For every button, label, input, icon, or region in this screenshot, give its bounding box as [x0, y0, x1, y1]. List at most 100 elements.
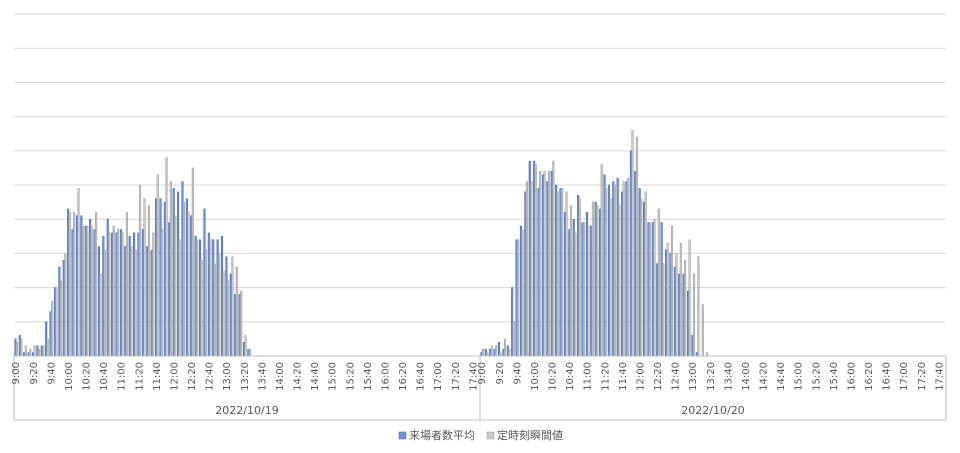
bar-inst	[139, 184, 142, 357]
bar-inst	[103, 249, 106, 357]
bar-inst	[640, 198, 643, 357]
bar-inst	[200, 259, 203, 357]
bar-inst	[24, 345, 27, 357]
x-axis	[13, 355, 947, 421]
bar-inst	[627, 177, 630, 357]
bar-inst	[64, 253, 67, 357]
bar-inst	[653, 218, 656, 357]
x-tick-label: 10:20	[82, 362, 93, 391]
bar-inst	[59, 280, 62, 357]
bar-inst	[569, 205, 572, 357]
bar-inst	[178, 239, 181, 357]
bar-inst	[169, 181, 172, 357]
bar-inst	[490, 345, 493, 357]
x-tick-label: 13:00	[222, 362, 233, 391]
bar-inst	[134, 249, 137, 357]
x-tick-label: 13:40	[257, 362, 268, 391]
bar-inst	[42, 345, 45, 357]
bar-inst	[161, 229, 164, 357]
bar-inst	[81, 225, 84, 357]
bar-inst	[108, 232, 111, 357]
bar-inst	[174, 215, 177, 357]
bar-inst	[499, 352, 502, 357]
x-tick-label: 17:00	[433, 362, 444, 391]
bar-inst	[183, 201, 186, 357]
bar-inst	[688, 239, 691, 357]
bar-inst	[240, 290, 243, 357]
bar-inst	[697, 256, 700, 357]
legend-label-avg: 来場者数平均	[409, 429, 475, 442]
bar-inst	[68, 212, 71, 357]
bar-inst	[679, 242, 682, 357]
legend-swatch-avg	[398, 431, 407, 440]
bar-inst	[20, 338, 23, 357]
bar-inst	[147, 205, 150, 357]
x-tick-label: 10:00	[64, 362, 75, 391]
x-tick-label: 9:40	[46, 362, 57, 384]
x-tick-label: 17:20	[917, 362, 928, 391]
day-label: 2022/10/19	[215, 404, 278, 417]
bar-inst	[574, 232, 577, 357]
bar-inst	[684, 259, 687, 357]
x-tick-label: 17:40	[934, 362, 945, 391]
bar-inst	[587, 225, 590, 357]
bar-inst	[218, 253, 221, 357]
bar-inst	[596, 205, 599, 357]
bar-inst	[635, 136, 638, 357]
bar-inst	[33, 345, 36, 357]
day-label: 2022/10/20	[681, 404, 744, 417]
bar-inst	[670, 225, 674, 357]
bar-inst	[187, 212, 190, 357]
bar-inst	[605, 188, 608, 357]
bar-inst	[46, 338, 49, 357]
x-tick-label: 10:40	[99, 362, 110, 391]
bar-inst	[152, 232, 155, 357]
bar-inst	[609, 198, 612, 357]
bar-inst	[613, 184, 616, 357]
legend: 来場者数平均 定時刻瞬間値	[398, 428, 563, 442]
bar-inst	[222, 270, 225, 357]
bar-inst	[130, 246, 133, 357]
bar-inst	[125, 212, 128, 357]
bar-inst	[565, 191, 568, 357]
x-tick-label: 16:00	[380, 362, 391, 391]
bar-inst	[143, 198, 146, 357]
x-tick-label: 13:40	[723, 362, 734, 391]
bar-inst	[547, 171, 550, 357]
x-tick-label: 15:00	[328, 362, 339, 391]
x-tick-label: 9:20	[495, 362, 506, 384]
bar-inst	[156, 174, 159, 357]
x-tick-label: 11:40	[152, 362, 163, 391]
bar-inst	[618, 205, 621, 357]
bar-inst	[657, 208, 660, 357]
bar-inst	[15, 342, 19, 357]
bar-inst	[622, 181, 625, 357]
bar-inst	[481, 348, 485, 357]
x-tick-label: 13:00	[688, 362, 699, 391]
bar-inst	[196, 239, 199, 357]
bar-inst	[191, 167, 194, 357]
x-tick-label: 11:20	[600, 362, 611, 391]
bar-inst	[503, 338, 507, 357]
bar-inst	[530, 181, 533, 357]
x-tick-label: 11:00	[117, 362, 128, 391]
x-tick-label: 9:20	[29, 362, 40, 384]
bar-inst	[701, 304, 704, 357]
bar-inst	[231, 256, 234, 357]
bar-inst	[631, 130, 634, 357]
bar-inst	[117, 229, 120, 357]
x-tick-label: 15:20	[345, 362, 356, 391]
x-tick-label: 17:20	[451, 362, 462, 391]
bar-inst	[644, 191, 647, 357]
x-tick-label: 16:20	[864, 362, 875, 391]
bar-inst	[706, 352, 709, 357]
bar-inst	[525, 181, 528, 357]
bar-inst	[226, 280, 230, 357]
x-tick-label: 12:40	[671, 362, 682, 391]
x-tick-label: 16:00	[846, 362, 857, 391]
bar-inst	[90, 225, 93, 357]
bar-inst	[675, 253, 678, 357]
x-tick-label: 10:40	[565, 362, 576, 391]
bar-inst	[600, 164, 603, 357]
x-tick-label: 14:40	[776, 362, 787, 391]
